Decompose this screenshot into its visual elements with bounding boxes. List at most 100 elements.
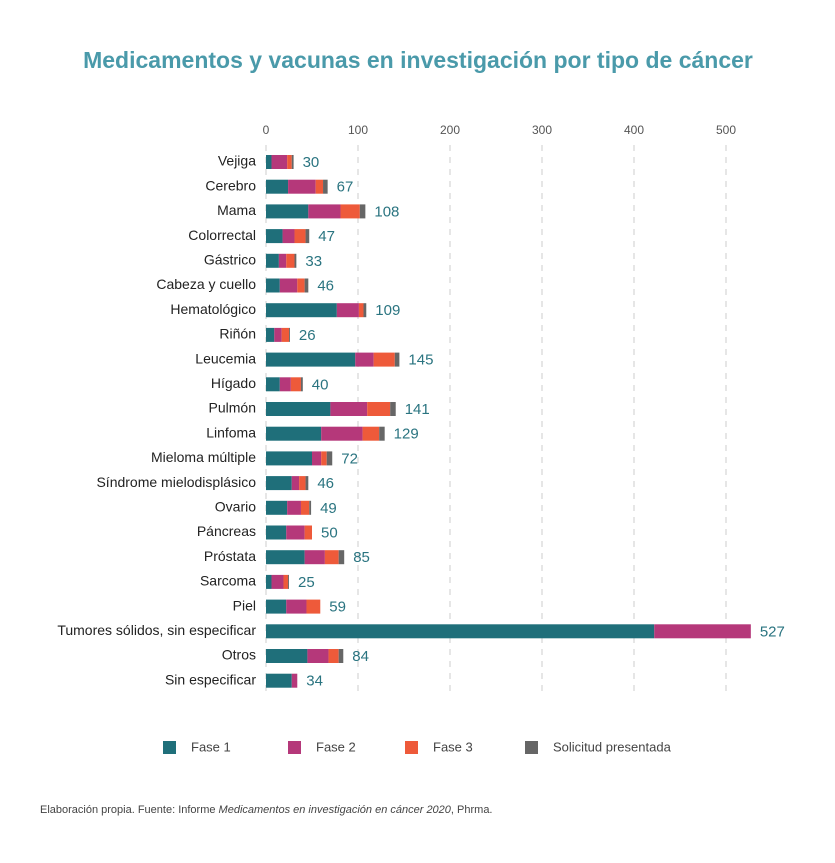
y-tick-label: Cabeza y cuello [156,276,256,292]
bar-segment [287,155,292,169]
note-part: , Phrma. [451,804,493,816]
bar-segment [358,303,364,318]
total-label: 26 [299,327,316,344]
total-label: 25 [298,574,315,591]
legend-swatch [405,741,418,754]
bar-segment [288,179,316,194]
bar-segment [286,599,307,614]
bar-segment [328,649,339,663]
y-tick-label: Gástrico [204,252,256,268]
note-part: Medicamentos en investigación en cáncer … [219,804,452,816]
bar-segment [266,599,287,614]
x-tick-label: 300 [532,123,552,137]
total-label: 59 [329,599,346,616]
y-tick-label: Colorrectal [188,227,256,243]
bar-segment [654,624,751,639]
bar-segment [309,500,312,515]
y-tick-label: Sin especificar [165,671,256,687]
total-label: 34 [306,673,323,690]
bar-segment [266,179,289,194]
y-tick-label: Sarcoma [200,573,256,589]
source-note: Elaboración propia. Fuente: Informe Medi… [40,804,493,816]
total-label: 47 [318,228,335,245]
total-label: 67 [337,179,354,196]
bar-segment [266,500,288,515]
total-label: 141 [405,401,430,418]
bar-segment [266,303,337,318]
bar-segment [390,402,396,416]
legend-swatch [525,741,538,754]
total-label: 72 [341,450,358,467]
total-label: 108 [374,203,399,220]
x-tick-label: 0 [263,123,270,137]
bar-segment [283,574,289,589]
bar-segment [287,500,301,515]
bar-segment [266,155,272,169]
bar-segment [281,327,289,342]
bar-segment [336,303,359,318]
bar-segment [321,451,327,466]
legend-label: Solicitud presentada [553,739,672,754]
bar-segment [271,155,288,169]
chart-title: Medicamentos y vacunas en investigación … [83,47,753,73]
bar-segment [266,574,272,589]
legend-label: Fase 3 [433,739,473,754]
bar-segment [294,253,297,268]
total-label: 85 [353,549,370,566]
total-label: 84 [352,648,369,665]
bar-segment [324,550,339,565]
y-tick-label: Otros [222,647,256,663]
bar-segment [286,525,305,540]
bar-segment [326,451,333,466]
y-tick-label: Hígado [211,375,256,391]
bar-segment [279,278,298,293]
y-tick-label: Cerebro [205,177,256,193]
bar-segment [304,525,312,540]
x-tick-label: 100 [348,123,368,137]
y-tick-label: Pulmón [209,400,256,416]
y-tick-label: Páncreas [197,523,256,539]
y-tick-label: Riñón [219,326,256,342]
bar-segment [323,179,328,194]
y-tick-label: Mieloma múltiple [151,449,256,465]
bar-segment [266,426,322,441]
y-tick-label: Mama [217,202,256,218]
bar-segment [373,352,395,367]
bar-segment [274,327,282,342]
bar-segment [290,377,301,392]
y-tick-label: Ovario [215,499,256,515]
y-tick-label: Piel [233,597,256,613]
total-label: 49 [320,500,337,517]
bar-segment [266,525,287,540]
bar-segment [266,673,292,688]
bar-segment [266,550,305,565]
bar-segment [266,278,280,293]
bar-segment [266,253,279,268]
bar-segment [363,303,367,318]
bar-segment [266,229,283,244]
bar-segment [291,476,300,491]
note-part: Elaboración propia. Fuente: Informe [40,804,219,816]
total-label: 129 [394,426,419,443]
y-tick-label: Leucemia [195,350,256,366]
bar-segment [266,327,275,342]
bar-segment [299,476,306,491]
x-tick-label: 200 [440,123,460,137]
bar-segment [338,550,345,565]
bar-segment [308,204,341,219]
bar-segment [266,624,655,639]
total-label: 30 [303,154,320,171]
bar-segment [266,402,331,416]
bar-segment [362,426,380,441]
bar-segment [266,377,280,392]
bar-segment [305,476,309,491]
total-label: 145 [408,352,433,369]
bar-segment [286,253,295,268]
bar-segment [291,155,294,169]
bar-segment [266,451,312,466]
bar-segment [294,229,306,244]
bar-segment [300,377,303,392]
bar-segment [367,402,391,416]
bar-segment [355,352,374,367]
